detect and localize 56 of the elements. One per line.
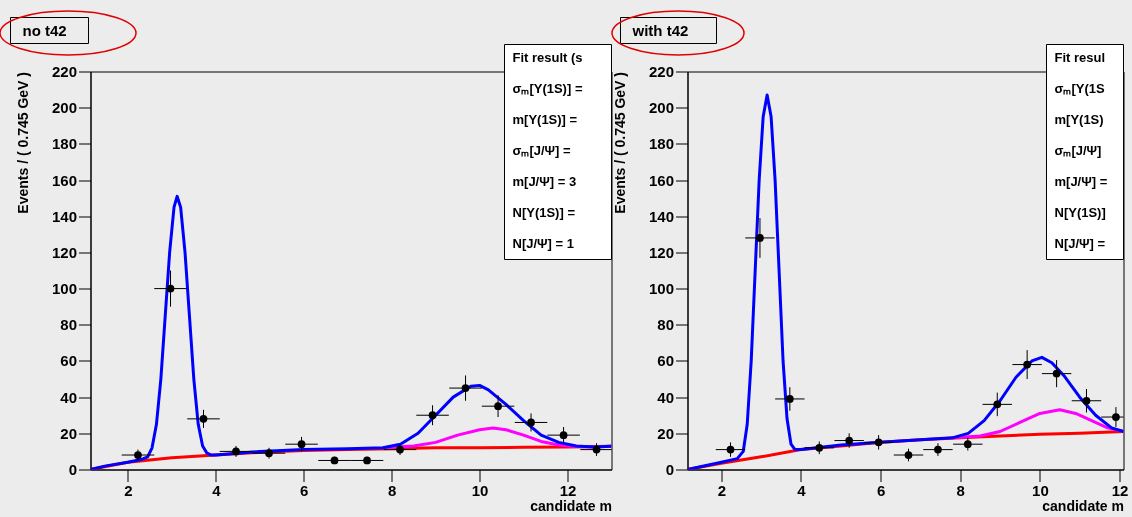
x-tick-label: 2 xyxy=(124,482,133,499)
annotation: σₘ[J/Ψ] = xyxy=(512,142,572,158)
annotation: m[Υ(1S) xyxy=(1054,111,1104,127)
annotation: N[Υ(1S)] = xyxy=(512,204,576,220)
y-tick-label: 80 xyxy=(60,316,77,334)
y-tick-label: 160 xyxy=(648,171,674,189)
y-tick-label: 120 xyxy=(51,243,77,261)
y-tick-label: 200 xyxy=(51,99,77,117)
chart-title: no t42 xyxy=(22,21,67,39)
annotation: σₘ[Υ(1S xyxy=(1054,80,1105,96)
annotation: σₘ[J/Ψ] xyxy=(1054,142,1102,158)
x-tick-label: 12 xyxy=(559,482,577,499)
annotation: N[J/Ψ] = xyxy=(1054,235,1106,251)
annotation: m[J/Ψ] = xyxy=(1054,173,1108,189)
y-tick-label: 140 xyxy=(51,207,77,225)
annotation: m[Υ(1S)] = xyxy=(512,111,578,127)
text: Fit result (s xyxy=(512,49,583,65)
text: Fit resul xyxy=(1054,49,1106,65)
annotation: N[J/Ψ] = 1 xyxy=(512,235,574,251)
y-tick-label: 180 xyxy=(51,135,77,153)
annotation: σₘ[Υ(1S)] = xyxy=(512,80,583,96)
y-tick-label: 80 xyxy=(657,316,674,334)
y-tick-label: 140 xyxy=(648,207,674,225)
x-tick-label: 2 xyxy=(717,482,727,499)
y-tick-label: 220 xyxy=(648,63,674,80)
y-tick-label: 100 xyxy=(51,280,77,298)
x-axis-title: candidate m xyxy=(1042,498,1124,514)
x-tick-label: 12 xyxy=(1111,482,1129,499)
y-tick-label: 220 xyxy=(51,63,77,80)
x-axis-title: candidate m xyxy=(530,498,612,514)
y-axis-title: Events / ( 0.745 GeV ) xyxy=(15,72,31,214)
y-tick-label: 40 xyxy=(657,388,674,406)
y-tick-label: 100 xyxy=(648,280,674,298)
annotation: N[Υ(1S)] xyxy=(1054,204,1106,220)
x-tick-label: 6 xyxy=(300,482,309,499)
x-tick-label: 10 xyxy=(471,482,489,499)
x-tick-label: 8 xyxy=(388,482,397,499)
y-tick-label: 0 xyxy=(665,461,674,478)
y-tick-label: 160 xyxy=(51,171,77,189)
y-tick-label: 60 xyxy=(657,352,674,370)
chart-title: with t42 xyxy=(631,21,689,39)
y-tick-label: 60 xyxy=(60,352,77,370)
y-tick-label: 0 xyxy=(68,461,77,478)
y-tick-label: 180 xyxy=(648,135,674,153)
y-tick-label: 20 xyxy=(60,424,77,442)
x-tick-label: 4 xyxy=(212,482,222,499)
y-tick-label: 40 xyxy=(60,388,77,406)
x-tick-label: 6 xyxy=(876,482,886,499)
x-tick-label: 4 xyxy=(797,482,807,499)
x-tick-label: 10 xyxy=(1032,482,1049,499)
y-axis-title: Events / ( 0.745 GeV ) xyxy=(612,72,628,214)
annotation: m[J/Ψ] = 3 xyxy=(512,173,577,189)
x-tick-label: 8 xyxy=(956,482,965,499)
y-tick-label: 20 xyxy=(657,424,674,442)
y-tick-label: 120 xyxy=(648,243,674,261)
y-tick-label: 200 xyxy=(648,99,674,117)
